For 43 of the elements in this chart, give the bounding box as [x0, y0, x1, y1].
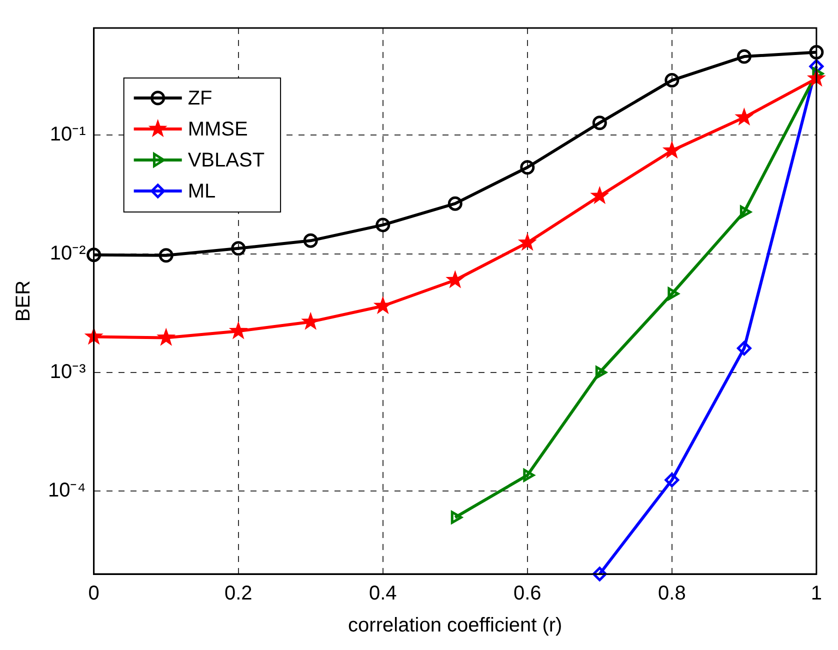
point — [523, 468, 535, 482]
point — [592, 116, 607, 130]
point — [156, 328, 176, 346]
y-tick-label: 10⁻¹ — [50, 124, 86, 146]
legend-label: MMSE — [188, 118, 248, 141]
point — [448, 196, 462, 211]
point — [664, 472, 680, 488]
point — [446, 270, 465, 288]
y-axis-title: BER — [12, 280, 35, 322]
y-tick-label: 10⁻² — [50, 242, 86, 264]
point — [668, 287, 680, 300]
point — [86, 248, 102, 262]
point — [376, 218, 390, 232]
y-tick-label: 10⁻³ — [50, 360, 86, 383]
point — [520, 160, 535, 175]
legend-label: ZF — [188, 88, 212, 110]
point — [740, 206, 752, 218]
point — [736, 340, 752, 356]
x-tick-label: 0.6 — [513, 582, 542, 605]
point — [301, 312, 320, 330]
point — [592, 566, 607, 582]
point — [518, 232, 537, 251]
point — [734, 107, 754, 126]
point — [736, 49, 752, 64]
point — [231, 241, 246, 256]
point — [664, 73, 680, 88]
point — [303, 233, 318, 248]
x-tick-label: 0.4 — [368, 582, 397, 605]
point — [590, 186, 610, 204]
x-tick-label: 0.8 — [658, 582, 686, 605]
point — [595, 366, 607, 379]
point — [662, 140, 682, 159]
x-tick-label: 0.2 — [224, 582, 252, 605]
point — [228, 321, 248, 340]
y-tick-label: 10⁻⁴ — [48, 480, 86, 502]
x-tick-label: 1 — [810, 582, 822, 605]
point — [158, 248, 174, 263]
legend-label: VBLAST — [188, 150, 265, 172]
x-axis-title: correlation coefficient (r) — [348, 614, 562, 637]
point — [809, 44, 824, 60]
x-tick-label: 0 — [88, 582, 100, 605]
legend-label: ML — [188, 180, 216, 203]
point — [450, 510, 462, 524]
